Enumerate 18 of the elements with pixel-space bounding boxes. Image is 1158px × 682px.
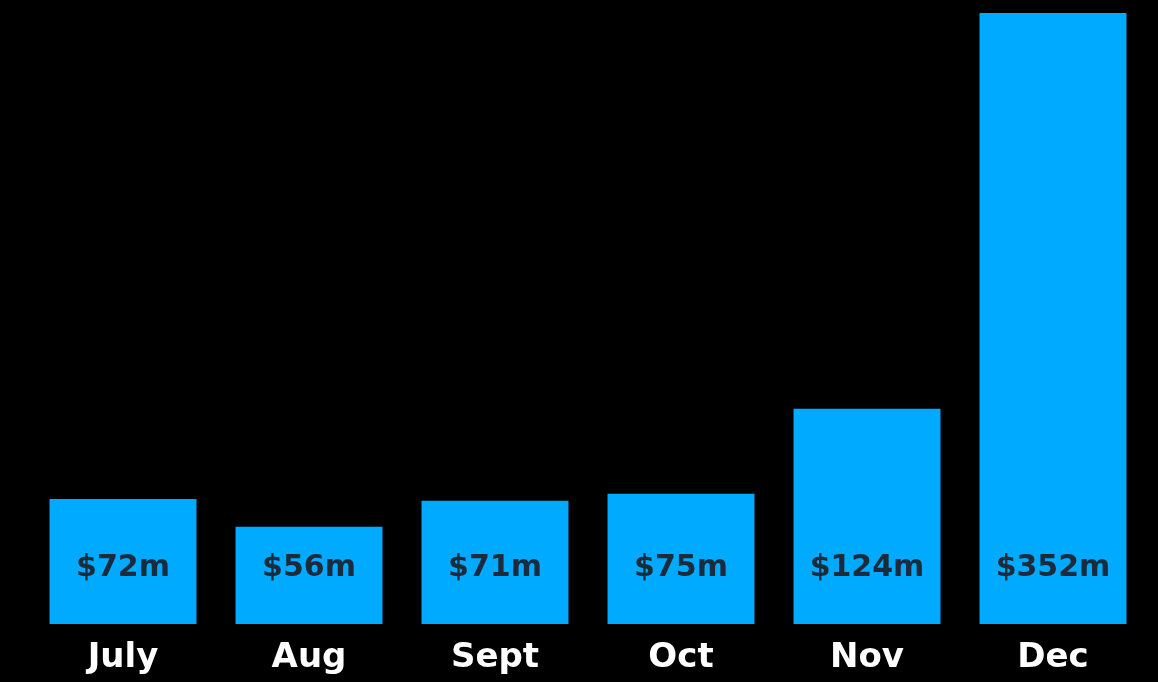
x-tick-label: Sept	[450, 635, 540, 675]
data-label: $72m	[76, 547, 170, 583]
bar	[235, 526, 383, 624]
x-tick-label: Oct	[648, 635, 714, 675]
data-label: $56m	[262, 547, 356, 583]
x-tick-label: July	[85, 635, 159, 675]
bar	[49, 499, 197, 624]
data-label: $71m	[448, 547, 542, 583]
bar	[979, 13, 1127, 624]
bar	[421, 500, 569, 624]
x-tick-label: Dec	[1017, 635, 1089, 675]
x-tick-label: Aug	[271, 635, 347, 675]
x-tick-label: Nov	[830, 635, 904, 675]
bar	[793, 408, 941, 624]
data-label: $124m	[809, 547, 925, 583]
data-label: $75m	[634, 547, 728, 583]
data-label: $352m	[995, 547, 1111, 583]
bar	[607, 493, 755, 624]
